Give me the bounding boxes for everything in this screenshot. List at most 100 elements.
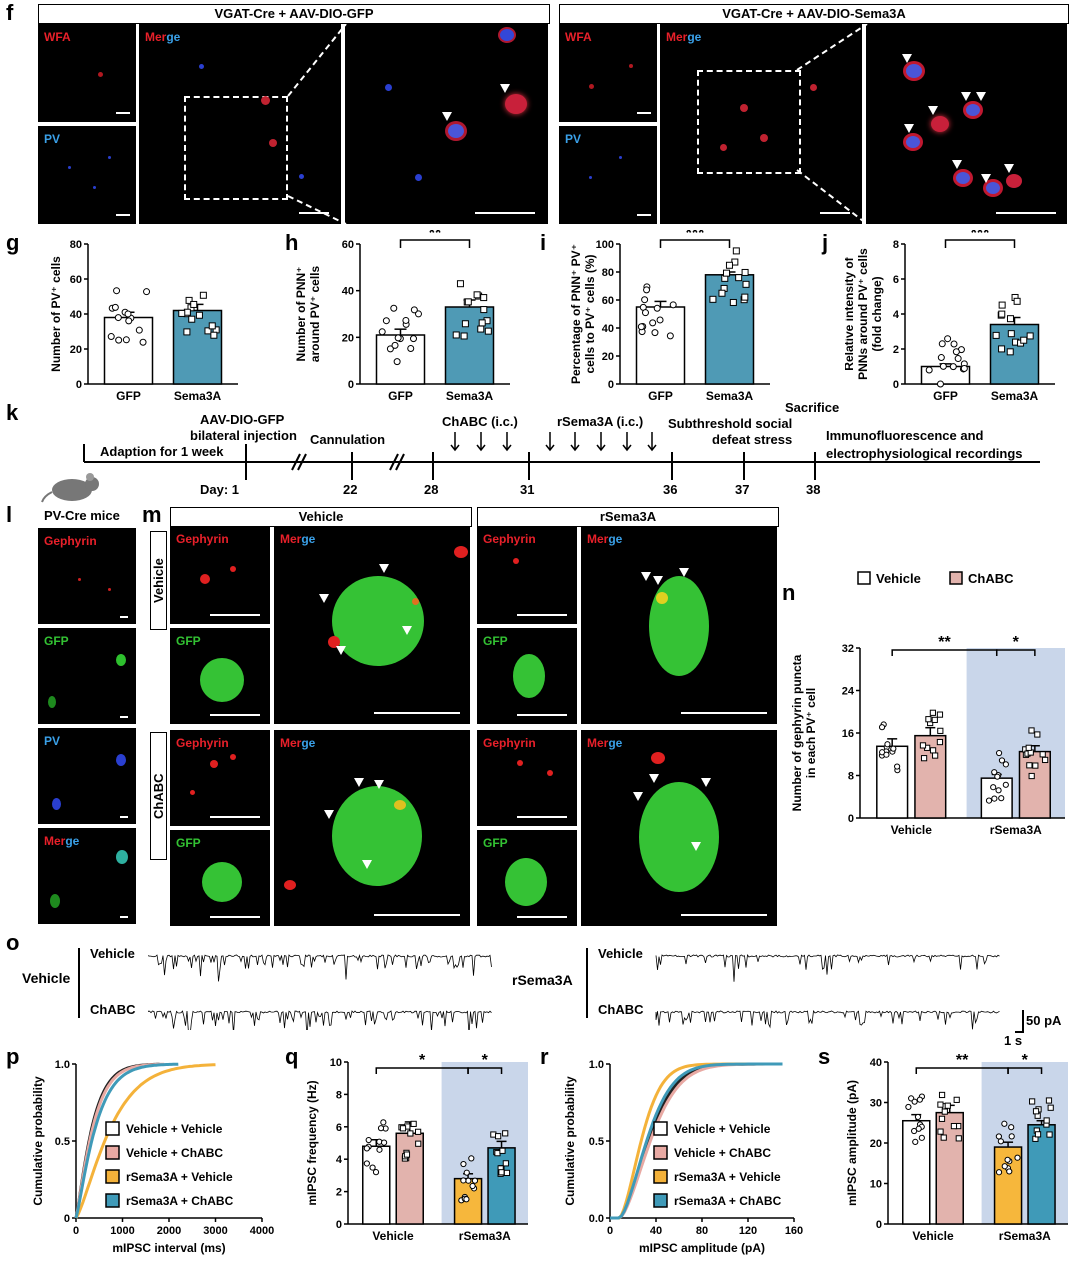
panel-m-vehicle-title: Vehicle [170,507,472,527]
data-point [471,1177,479,1184]
data-point [992,331,1000,339]
data-point [954,355,962,363]
data-point [463,1169,470,1176]
y-tick-label: 6 [336,1122,342,1134]
y-tick-label: 40 [342,286,354,298]
zoom-lines-f-right [796,24,868,224]
data-point [960,364,968,372]
tl-day-31: 31 [520,482,534,497]
y-tick-label: 8 [848,771,854,783]
data-point [495,1133,502,1140]
data-point [380,1119,387,1126]
data-point [741,293,749,301]
micro-l-gfp: GFP [38,628,136,724]
data-point [925,366,933,374]
data-point [985,797,993,804]
micro-m-rsema-chabc-gfp: GFP [477,830,577,926]
data-point [1001,1120,1008,1127]
legend-label: rSema3A + Vehicle [126,1170,233,1184]
data-point [502,1160,509,1167]
micro-f-gfp-wfa: WFA [38,24,136,122]
data-point [473,291,481,299]
y-tick-label: 0.0 [589,1213,604,1225]
y-tick-label: 20 [342,332,354,344]
panel-f-left-title: VGAT-Cre + AAV-DIO-GFP [38,4,550,24]
data-point [402,316,410,324]
data-point [718,289,726,297]
scale-pa: 50 pA [1026,1013,1062,1028]
x-tick-label: GFP [388,389,413,403]
y-tick-label: 1.0 [55,1059,70,1071]
y-tick-label: 8 [336,1089,342,1101]
data-point [380,1139,388,1146]
micro-m-veh-veh-gfp: GFP [170,628,270,724]
data-point [499,1147,506,1154]
y-axis-label: Number of gephyrin puncta [790,654,804,811]
data-point [937,1101,944,1108]
data-point [666,332,674,340]
data-point [1034,1131,1042,1138]
tl-injection-2: bilateral injection [190,428,297,443]
data-point [1047,1104,1054,1111]
panel-f-right-title: VGAT-Cre + AAV-DIO-Sema3A [559,4,1069,24]
data-point [932,752,939,759]
sig-label-between: * [419,1052,426,1069]
y-axis-label: in each PV⁺ cell [804,688,818,778]
x-tick-label: Sema3A [446,389,494,403]
y-tick-label: 0 [336,1219,342,1231]
data-point [1032,1108,1040,1115]
micro-l-pv: PV [38,728,136,824]
x-tick-label: 3000 [203,1225,227,1237]
sig-bracket [659,239,731,248]
data-point [953,1096,960,1103]
y-tick-label: 40 [70,309,82,321]
panel-m-row-vehicle: Vehicle [150,531,167,630]
data-point [393,358,401,366]
data-point [929,709,936,716]
data-point [1025,744,1032,751]
data-point [463,1196,470,1203]
data-point [403,1151,411,1158]
panel-label-o: o [6,930,20,955]
data-point [390,304,398,312]
tl-day-28: 28 [424,482,438,497]
chart-r: 0 40 80 120 160 0.0 0.5 1.0 Vehicle + Vehicle Veh… [563,1059,803,1255]
y-tick-label: 0.5 [55,1136,70,1148]
data-point [938,1115,946,1122]
data-point [480,306,488,314]
data-point [1046,1131,1053,1138]
x-axis-label: mIPSC amplitude (pA) [639,1241,765,1255]
legend-label-chabc: ChABC [968,571,1014,586]
sig-label: *** [971,230,990,242]
data-point [465,1177,472,1184]
x-tick-label: Sema3A [174,389,222,403]
data-point [460,1177,467,1184]
data-point [415,1128,422,1135]
panel-label-r: r [540,1044,549,1069]
panel-label-i: i [540,230,547,255]
y-tick-label: 20 [602,351,614,363]
data-point [742,280,750,288]
x-tick-label: 2000 [157,1225,181,1237]
data-point [940,1134,947,1141]
panel-label-h: h [285,230,299,255]
data-point [955,1135,962,1142]
panel-label-g: g [6,230,20,255]
data-point [415,1140,422,1147]
x-tick-label: GFP [648,389,673,403]
bar-gfp [103,316,154,385]
bar-gfp [375,334,426,385]
data-point [1042,756,1049,764]
tl-day-37: 37 [735,482,749,497]
chart-h: 0 20 40 60 GFP Sema3A ** Number of PNN⁺ around P… [294,230,510,403]
panel-m-rsema-title: rSema3A [477,507,779,527]
x-tick-label: 0 [607,1225,613,1237]
data-point [452,331,460,339]
scale-s: 1 s [1004,1033,1023,1048]
y-tick-label: 0 [608,379,614,391]
y-tick-label: 2 [893,344,899,356]
y-tick-label: 4 [893,309,900,321]
data-point [377,1125,385,1132]
data-point [918,1134,925,1141]
